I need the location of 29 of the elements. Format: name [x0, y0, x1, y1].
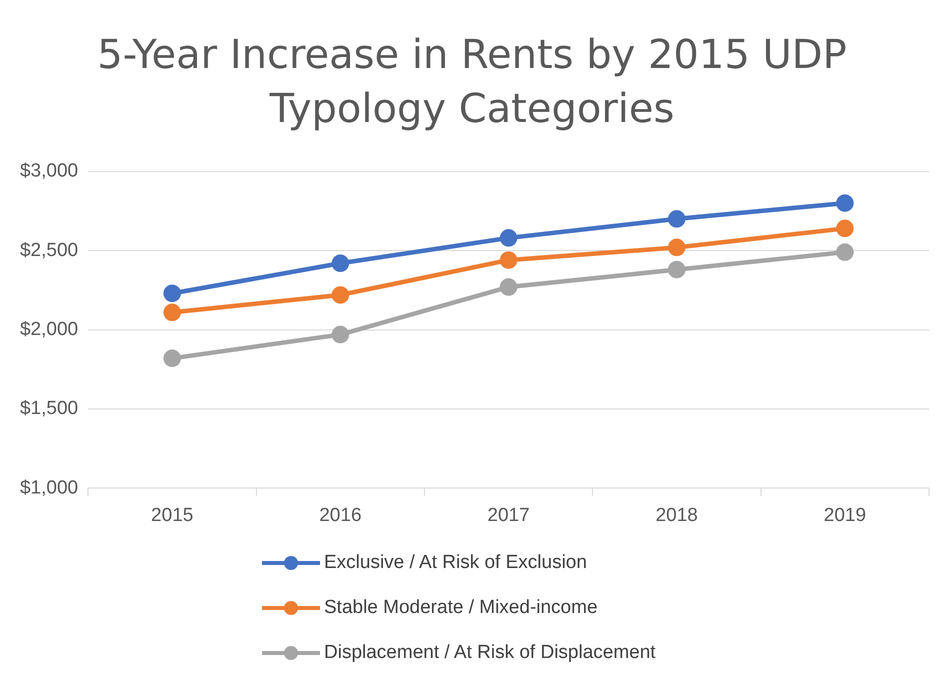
point [836, 194, 854, 212]
point [163, 350, 181, 368]
point [332, 254, 350, 272]
x-tick-label: 2019 [824, 504, 866, 526]
point [668, 210, 686, 228]
point [836, 243, 854, 261]
point [668, 260, 686, 278]
point [500, 251, 518, 269]
legend-label: Displacement / At Risk of Displacement [324, 642, 656, 664]
point [668, 238, 686, 256]
point [500, 229, 518, 247]
point [836, 220, 854, 238]
legend-label: Exclusive / At Risk of Exclusion [324, 552, 587, 574]
legend-label: Stable Moderate / Mixed-income [324, 596, 598, 618]
point [332, 286, 350, 304]
chart-title: 5-Year Increase in Rents by 2015 UDP Typology Categories [96, 31, 848, 134]
point [163, 304, 181, 322]
y-tick-label: $1,500 [20, 398, 78, 420]
y-tick-label: $3,000 [20, 160, 78, 182]
y-tick-label: $2,500 [20, 240, 78, 261]
x-tick-label: 2016 [319, 504, 362, 526]
x-tick-label: 2018 [656, 504, 698, 526]
point [163, 284, 181, 302]
y-tick-label: $1,000 [20, 477, 78, 498]
point [500, 278, 518, 296]
x-tick-label: 2015 [151, 504, 194, 526]
point [332, 326, 350, 344]
y-tick-label: $2,000 [20, 319, 78, 340]
x-tick-label: 2017 [487, 504, 530, 526]
